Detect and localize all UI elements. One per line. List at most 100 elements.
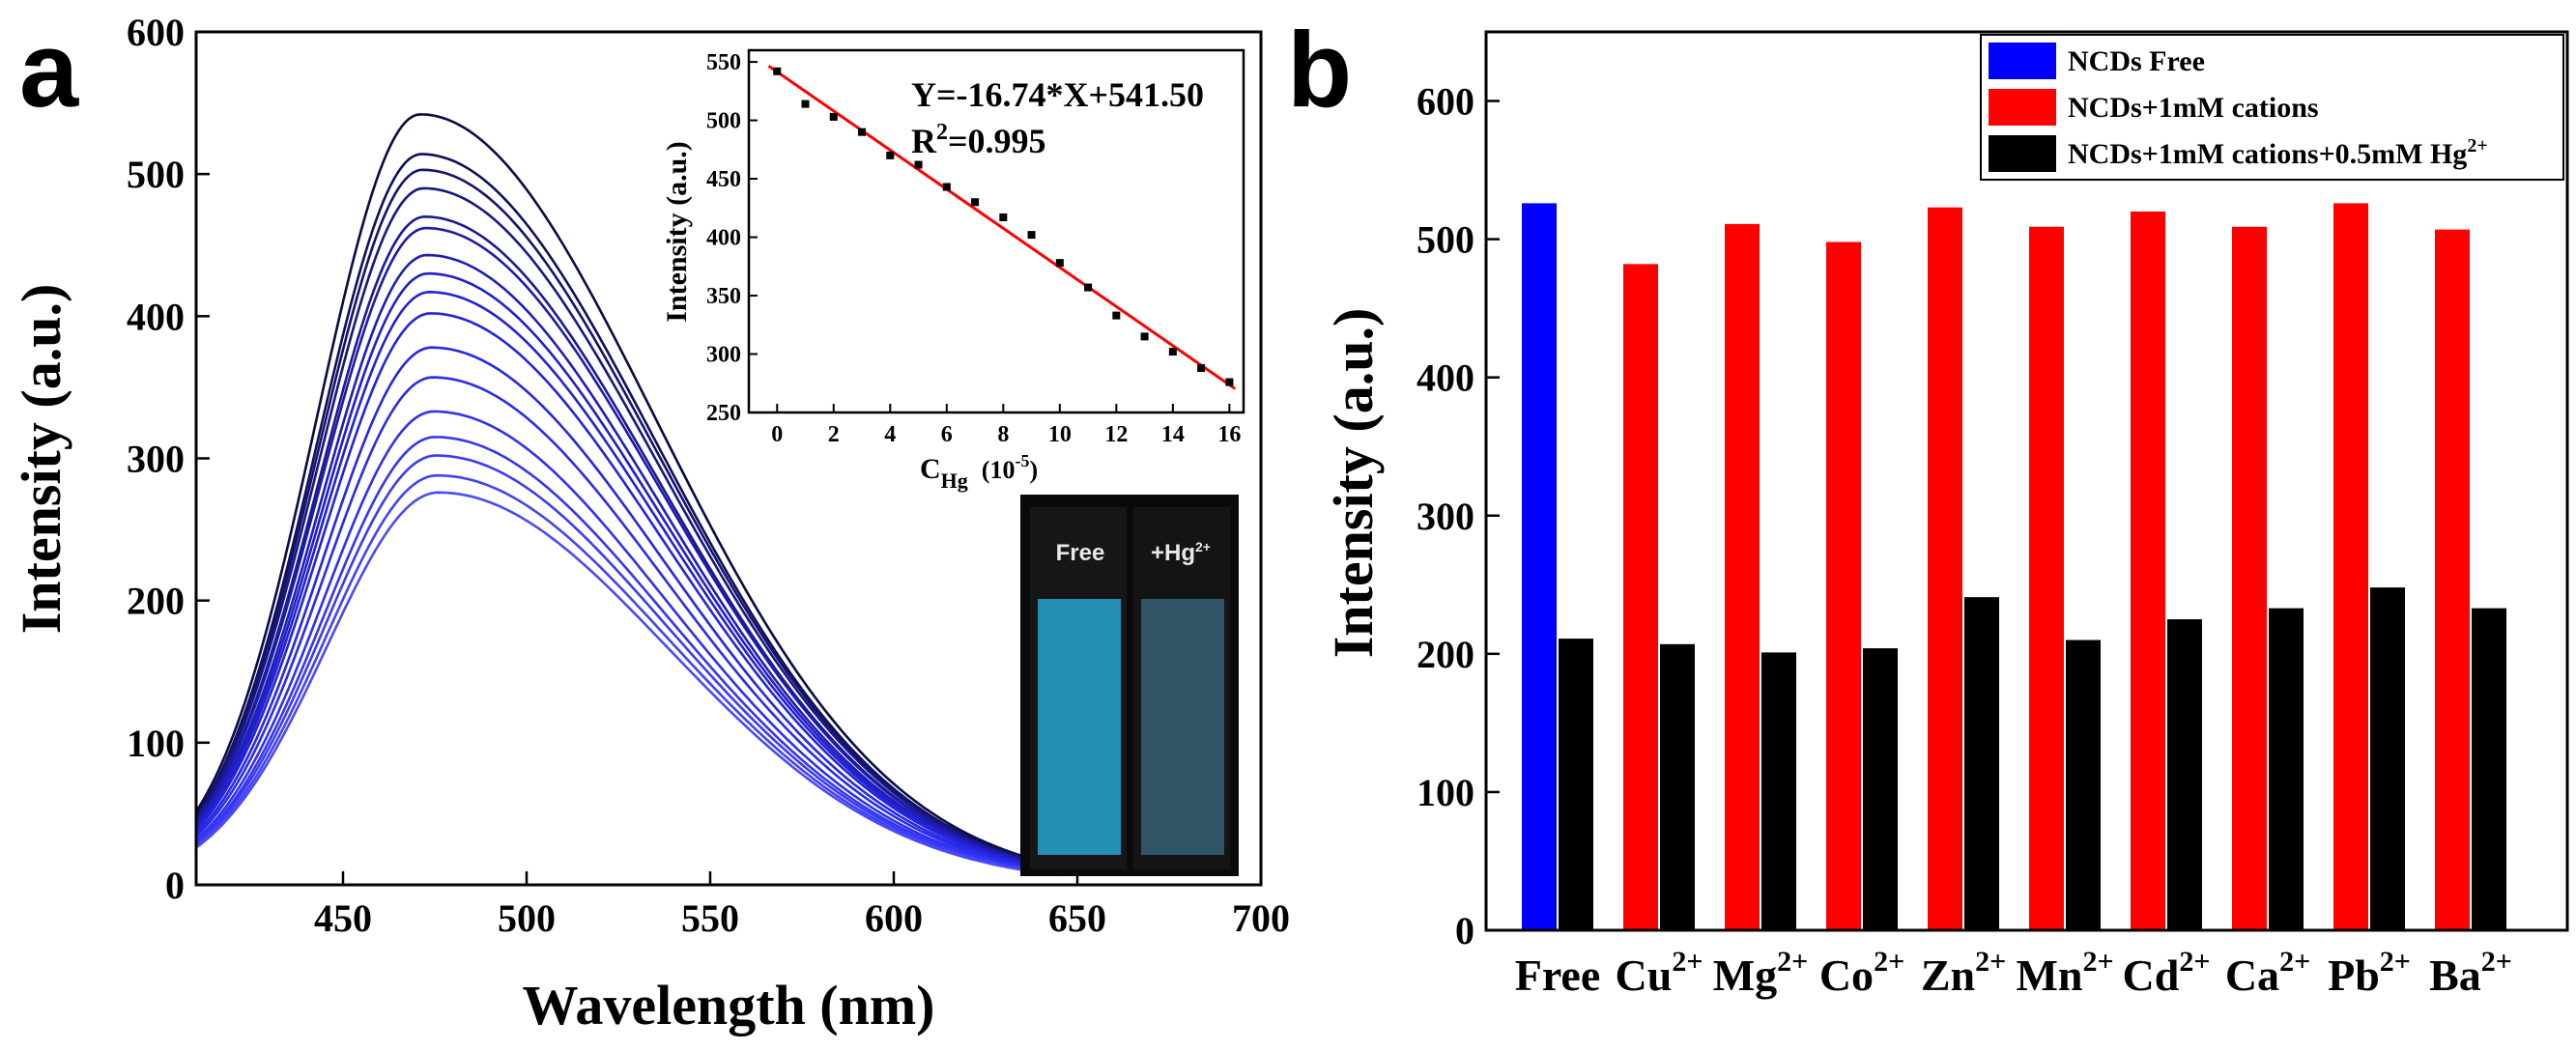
- panel-a-y-ticks: 0 100 200 300 400 500 600: [127, 11, 210, 907]
- y-tick-label: 600: [1417, 80, 1474, 124]
- bar-cations-hg: [1559, 639, 1593, 930]
- y-tick-label: 0: [165, 864, 185, 907]
- y-tick-label: 0: [1455, 909, 1474, 952]
- bar-cations: [2333, 203, 2368, 930]
- inset-y-axis-label: Intensity (a.u.): [661, 141, 693, 323]
- cuvette-photo: Free +Hg2+: [1020, 495, 1239, 876]
- x-tick-label: 700: [1232, 896, 1290, 940]
- inset-data-point: [914, 160, 923, 169]
- spectrum-curve: [194, 168, 1060, 868]
- bar-cations: [2232, 226, 2267, 930]
- inset-data-point: [1197, 364, 1206, 373]
- bar-cations: [1928, 207, 1962, 930]
- category-label: Ba2+: [2429, 946, 2512, 1000]
- x-tick-label: 450: [314, 896, 372, 940]
- inset-x-tick-label: 16: [1217, 422, 1241, 447]
- y-tick-label: 100: [1417, 771, 1474, 814]
- category-label: Mn2+: [2016, 946, 2113, 1000]
- legend-box: [1980, 34, 2564, 181]
- panel-b-plot-frame: [1484, 30, 2569, 932]
- y-tick-label: 200: [127, 580, 185, 623]
- bar-cations-hg: [2370, 587, 2405, 930]
- category-label: Cu2+: [1616, 946, 1703, 1000]
- category-label: Free: [1515, 951, 1601, 1000]
- legend-label: NCDs+1mM cations+0.5mM Hg2+: [2068, 135, 2488, 170]
- y-tick-label: 300: [127, 438, 185, 481]
- inset-data-point: [1225, 378, 1234, 386]
- inset-x-tick-label: 12: [1104, 422, 1128, 447]
- y-tick-label: 300: [1417, 495, 1474, 538]
- legend-label: NCDs Free: [2068, 45, 2205, 77]
- legend-label: NCDs+1mM cations: [2068, 92, 2319, 124]
- panel-b-category-labels: Free Cu2+ Mg2+ Co2+ Zn2+ Mn2+ Cd2+ Ca2+ Pb2+ Ba2+: [1515, 946, 2512, 1000]
- bar-cations-hg: [1761, 652, 1796, 930]
- inset-x-tick-label: 6: [941, 422, 953, 447]
- inset-data-point: [773, 67, 782, 75]
- spectra-curves: [194, 113, 1060, 877]
- y-tick-label: 600: [127, 11, 185, 54]
- inset-data-point: [942, 183, 951, 191]
- inset-data-point: [1084, 283, 1093, 292]
- inset-data-point: [1168, 348, 1177, 356]
- bar-cations-hg: [2269, 608, 2304, 930]
- inset-y-tick-label: 350: [706, 284, 741, 309]
- bar-cations: [1522, 203, 1557, 930]
- bar-cations-hg: [2472, 608, 2506, 930]
- inset-y-tick-label: 400: [706, 226, 741, 251]
- legend-swatch: [1989, 89, 2056, 126]
- spectrum-curve: [194, 186, 1060, 869]
- bar-cations-hg: [2066, 639, 2101, 930]
- category-label: Zn2+: [1921, 946, 2006, 1000]
- photo-label-free: Free: [1056, 540, 1105, 566]
- inset-data-point: [801, 99, 810, 108]
- panel-a: a 450 500 550 600 650 700 0100200300400500600…: [10, 11, 1290, 1037]
- spectrum-curve: [194, 226, 1060, 870]
- y-tick-label: 400: [1417, 356, 1474, 400]
- bar-cations-hg: [1863, 648, 1898, 930]
- legend-swatch: [1989, 43, 2056, 79]
- spectrum-curve: [195, 312, 1060, 872]
- photo-label-hg: +Hg2+: [1151, 539, 1211, 566]
- x-tick-label: 600: [865, 896, 923, 940]
- panel-b-legend: NCDs Free NCDs+1mM cations NCDs+1mM cation…: [1980, 34, 2564, 181]
- panel-a-y-axis-label: Intensity (a.u.): [10, 284, 72, 635]
- panel-letter-b: b: [1287, 11, 1352, 129]
- inset-data-point: [886, 151, 895, 159]
- fit-r-squared: R2=0.995: [911, 120, 1046, 160]
- bar-cations-hg: [1660, 643, 1695, 930]
- bar-cations-hg: [2167, 619, 2202, 930]
- category-label: Pb2+: [2328, 946, 2411, 1000]
- inset-x-tick-label: 8: [997, 422, 1009, 447]
- inset-data-points: [773, 67, 1234, 386]
- spectrum-curve: [195, 410, 1060, 875]
- inset-y-ticks: 250 300 350 400 450 500 550: [706, 50, 758, 426]
- fit-equation: Y=-16.74*X+541.50: [911, 75, 1204, 114]
- spectrum-curve: [194, 253, 1060, 871]
- inset-y-tick-label: 450: [706, 167, 741, 192]
- inset-x-tick-label: 14: [1161, 422, 1185, 447]
- panel-a-x-axis-label: Wavelength (nm): [523, 974, 935, 1037]
- category-label: Co2+: [1819, 946, 1904, 1000]
- inset-data-point: [1055, 259, 1064, 268]
- panel-b: b 0 100 200 300 400 500 600 Free Cu2+ Mg2+ Co2+ Zn…: [1287, 11, 2569, 1000]
- y-tick-label: 500: [1417, 218, 1474, 262]
- inset-data-point: [1112, 311, 1121, 320]
- bar-cations: [1623, 264, 1658, 930]
- spectrum-curve: [195, 473, 1060, 876]
- x-tick-label: 550: [681, 896, 739, 940]
- spectrum-curve: [195, 436, 1060, 875]
- inset-x-tick-label: 4: [884, 422, 896, 447]
- x-tick-label: 500: [498, 896, 556, 940]
- inset-data-point: [829, 112, 838, 121]
- inset-x-axis-label: CHg (10-5): [920, 451, 1038, 493]
- inset-y-tick-label: 550: [706, 50, 741, 75]
- category-label: Cd2+: [2123, 946, 2211, 1000]
- inset-plot-frame: [747, 48, 1245, 414]
- spectrum-curve: [195, 346, 1060, 873]
- panel-b-y-ticks: 0 100 200 300 400 500 600: [1417, 80, 1500, 952]
- bar-cations: [1826, 241, 1861, 930]
- spectrum-curve: [194, 271, 1060, 871]
- panel-b-y-axis-label: Intensity (a.u.): [1322, 308, 1385, 659]
- inset-y-tick-label: 300: [706, 343, 741, 368]
